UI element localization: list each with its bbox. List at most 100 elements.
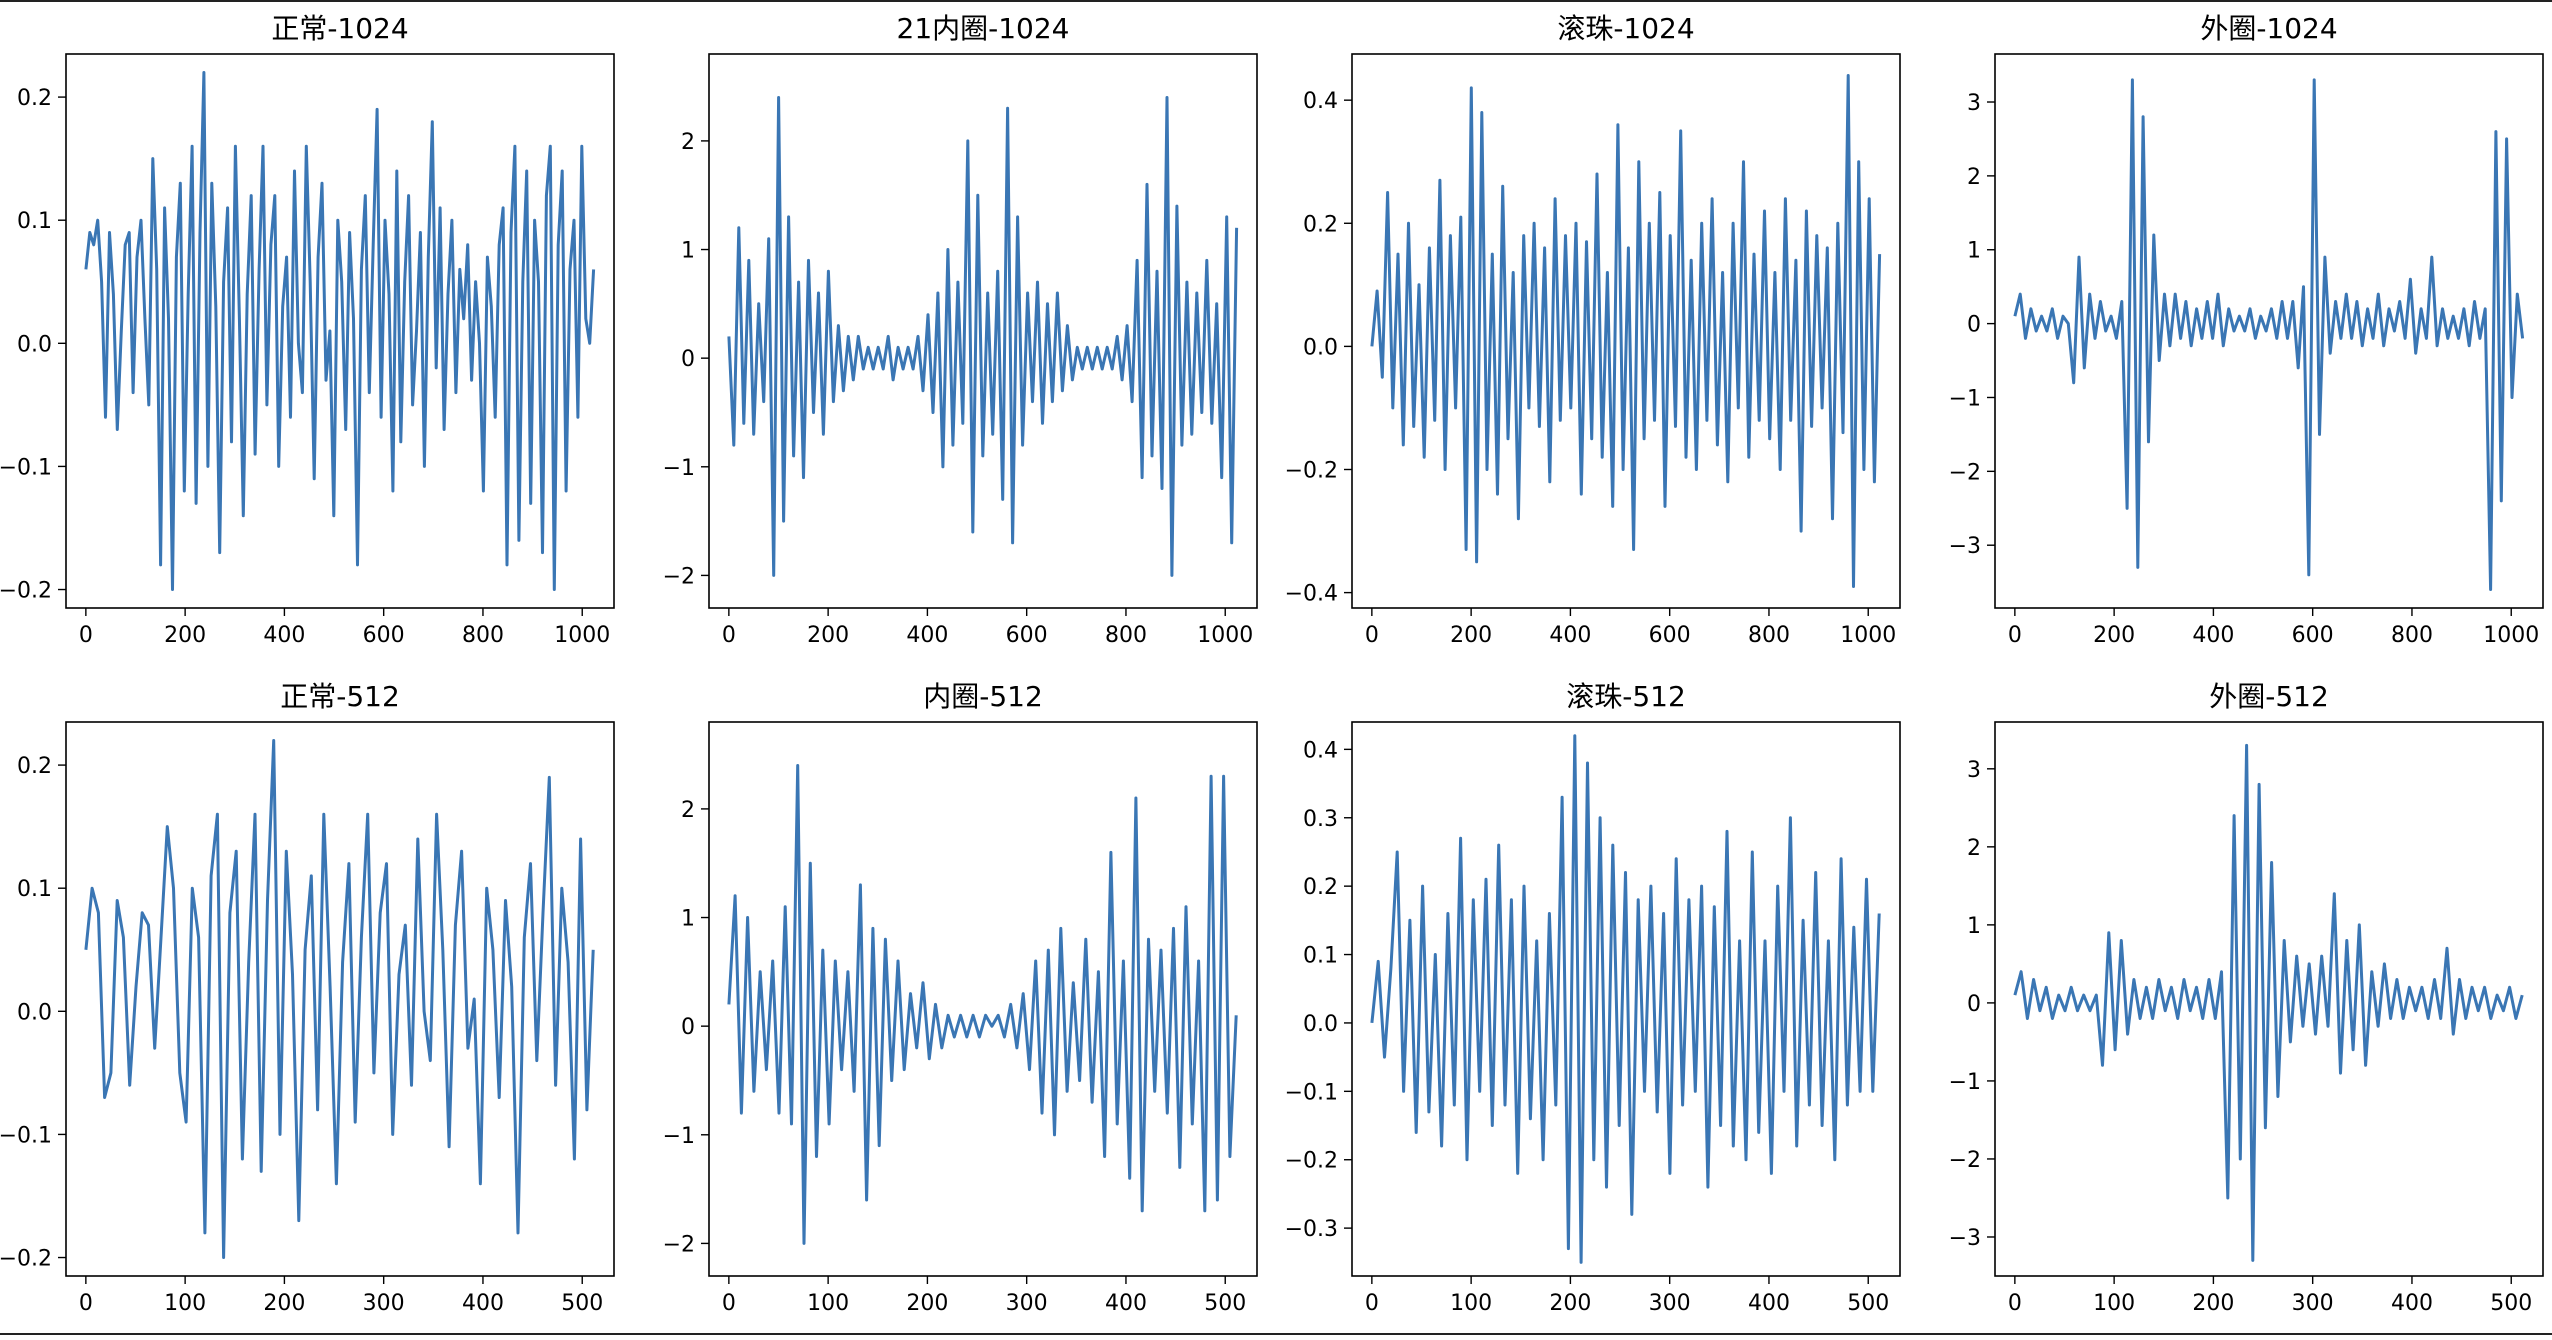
y-tick-label: 0 xyxy=(681,347,695,372)
x-tick-label: 200 xyxy=(263,1291,305,1316)
axes-frame xyxy=(708,53,1258,609)
subplot-7: 外圈-512 0 100 200 300 400 500 −3 −2 −1 0 1 2 3 xyxy=(1949,680,2544,1316)
subplot-title: 滚珠-1024 xyxy=(1557,12,1694,45)
x-tick-label: 800 xyxy=(1105,623,1147,648)
x-tick-label: 600 xyxy=(2292,623,2334,648)
y-tick-label: −1 xyxy=(1949,1070,1981,1095)
subplot-3: 外圈-1024 0 200 400 600 800 1000 −3 −2 −1 0 1 2 3 xyxy=(1949,12,2544,648)
y-tick-label: 0.4 xyxy=(1303,89,1338,114)
y-tick-label: 1 xyxy=(1967,914,1981,939)
y-tick-label: 0.2 xyxy=(17,86,52,111)
top-rule xyxy=(0,0,2552,2)
y-tick-label: −0.2 xyxy=(0,579,52,604)
y-tick-label: 0.2 xyxy=(1303,875,1338,900)
y-tick-label: −0.1 xyxy=(1285,1080,1338,1105)
x-tick-label: 200 xyxy=(2192,1291,2234,1316)
subplot-title: 21内圈-1024 xyxy=(897,12,1070,45)
x-tick-label: 300 xyxy=(363,1291,405,1316)
y-tick-label: −1 xyxy=(1949,386,1981,411)
series-line xyxy=(2013,743,2524,1262)
y-tick-label: −0.2 xyxy=(1285,1149,1338,1174)
x-tick-label: 1000 xyxy=(2483,623,2539,648)
x-tick-label: 0 xyxy=(722,623,736,648)
y-tick-label: −2 xyxy=(1949,1148,1981,1173)
subplot-title: 正常-1024 xyxy=(271,12,408,45)
y-tick-label: −3 xyxy=(1949,534,1981,559)
x-tick-label: 200 xyxy=(2093,623,2135,648)
y-tick-label: 2 xyxy=(681,798,695,823)
x-tick-label: 0 xyxy=(2008,623,2022,648)
x-tick-label: 200 xyxy=(807,623,849,648)
subplot-title: 正常-512 xyxy=(280,680,400,713)
axes-frame xyxy=(65,53,615,609)
subplot-title: 内圈-512 xyxy=(923,680,1043,713)
y-tick-label: 1 xyxy=(681,907,695,932)
x-tick-label: 300 xyxy=(1649,1291,1691,1316)
subplot-4: 正常-512 0 100 200 300 400 500 −0.2 −0.1 0.0 0.1 0.2 xyxy=(0,680,615,1316)
x-tick-label: 400 xyxy=(2192,623,2234,648)
y-tick-label: −0.1 xyxy=(0,455,52,480)
subplot-title: 外圈-512 xyxy=(2209,680,2329,713)
y-tick-label: 0.0 xyxy=(17,1000,52,1025)
x-tick-label: 500 xyxy=(561,1291,603,1316)
x-tick-label: 600 xyxy=(1649,623,1691,648)
x-tick-label: 100 xyxy=(1450,1291,1492,1316)
y-tick-label: −1 xyxy=(663,1124,695,1149)
y-tick-label: 0.1 xyxy=(17,877,52,902)
y-tick-label: −1 xyxy=(663,456,695,481)
x-tick-label: 500 xyxy=(2490,1291,2532,1316)
x-tick-label: 400 xyxy=(263,623,305,648)
y-tick-label: 0.2 xyxy=(17,754,52,779)
x-tick-label: 100 xyxy=(807,1291,849,1316)
subplot-title: 外圈-1024 xyxy=(2200,12,2337,45)
series-line xyxy=(727,764,1238,1245)
x-tick-label: 0 xyxy=(1365,1291,1379,1316)
x-tick-label: 0 xyxy=(1365,623,1379,648)
x-tick-label: 800 xyxy=(2391,623,2433,648)
series-line xyxy=(84,71,596,591)
x-tick-label: 200 xyxy=(164,623,206,648)
y-tick-label: 2 xyxy=(1967,836,1981,861)
subplot-2: 滚珠-1024 0 200 400 600 800 1000 −0.4 −0.2 0.0 0.2 0.… xyxy=(1285,12,1901,648)
y-tick-label: 0.1 xyxy=(1303,944,1338,969)
x-tick-label: 400 xyxy=(462,1291,504,1316)
x-tick-label: 200 xyxy=(1450,623,1492,648)
axes-frame xyxy=(708,721,1258,1277)
x-tick-label: 400 xyxy=(1105,1291,1147,1316)
x-tick-label: 1000 xyxy=(1840,623,1896,648)
subplot-0: 正常-1024 0 200 400 600 800 1000 −0.2 −0.1 0.0 0.1 0.… xyxy=(0,12,615,648)
y-tick-label: 1 xyxy=(1967,239,1981,264)
y-tick-label: 0.4 xyxy=(1303,738,1338,763)
x-tick-label: 1000 xyxy=(1197,623,1253,648)
y-tick-label: 0.1 xyxy=(17,209,52,234)
axes-frame xyxy=(1351,721,1901,1277)
y-tick-label: 2 xyxy=(681,130,695,155)
series-line xyxy=(2013,78,2525,591)
y-tick-label: 0 xyxy=(681,1015,695,1040)
x-tick-label: 800 xyxy=(1748,623,1790,648)
x-tick-label: 0 xyxy=(79,1291,93,1316)
x-tick-label: 600 xyxy=(363,623,405,648)
axes-frame xyxy=(1994,53,2544,609)
x-tick-label: 400 xyxy=(1748,1291,1790,1316)
y-tick-label: −0.1 xyxy=(0,1123,52,1148)
x-tick-label: 300 xyxy=(1006,1291,1048,1316)
y-tick-label: −0.2 xyxy=(0,1247,52,1272)
subplot-6: 滚珠-512 0 100 200 300 400 500 −0.3 −0.2 −0.1 0.0 0.1… xyxy=(1285,680,1901,1316)
x-tick-label: 500 xyxy=(1847,1291,1889,1316)
x-tick-label: 400 xyxy=(906,623,948,648)
axes-frame xyxy=(65,721,615,1277)
x-tick-label: 300 xyxy=(2292,1291,2334,1316)
x-tick-label: 0 xyxy=(722,1291,736,1316)
x-tick-label: 600 xyxy=(1006,623,1048,648)
y-tick-label: −0.3 xyxy=(1285,1217,1338,1242)
x-tick-label: 800 xyxy=(462,623,504,648)
series-line xyxy=(1370,74,1882,588)
axes-frame xyxy=(1994,721,2544,1277)
y-tick-label: 3 xyxy=(1967,91,1981,116)
x-tick-label: 0 xyxy=(79,623,93,648)
y-tick-label: −0.2 xyxy=(1285,459,1338,484)
y-tick-label: 0.0 xyxy=(1303,335,1338,360)
subplot-1: 21内圈-1024 0 200 400 600 800 1000 −2 −1 0 1 2 xyxy=(663,12,1258,648)
